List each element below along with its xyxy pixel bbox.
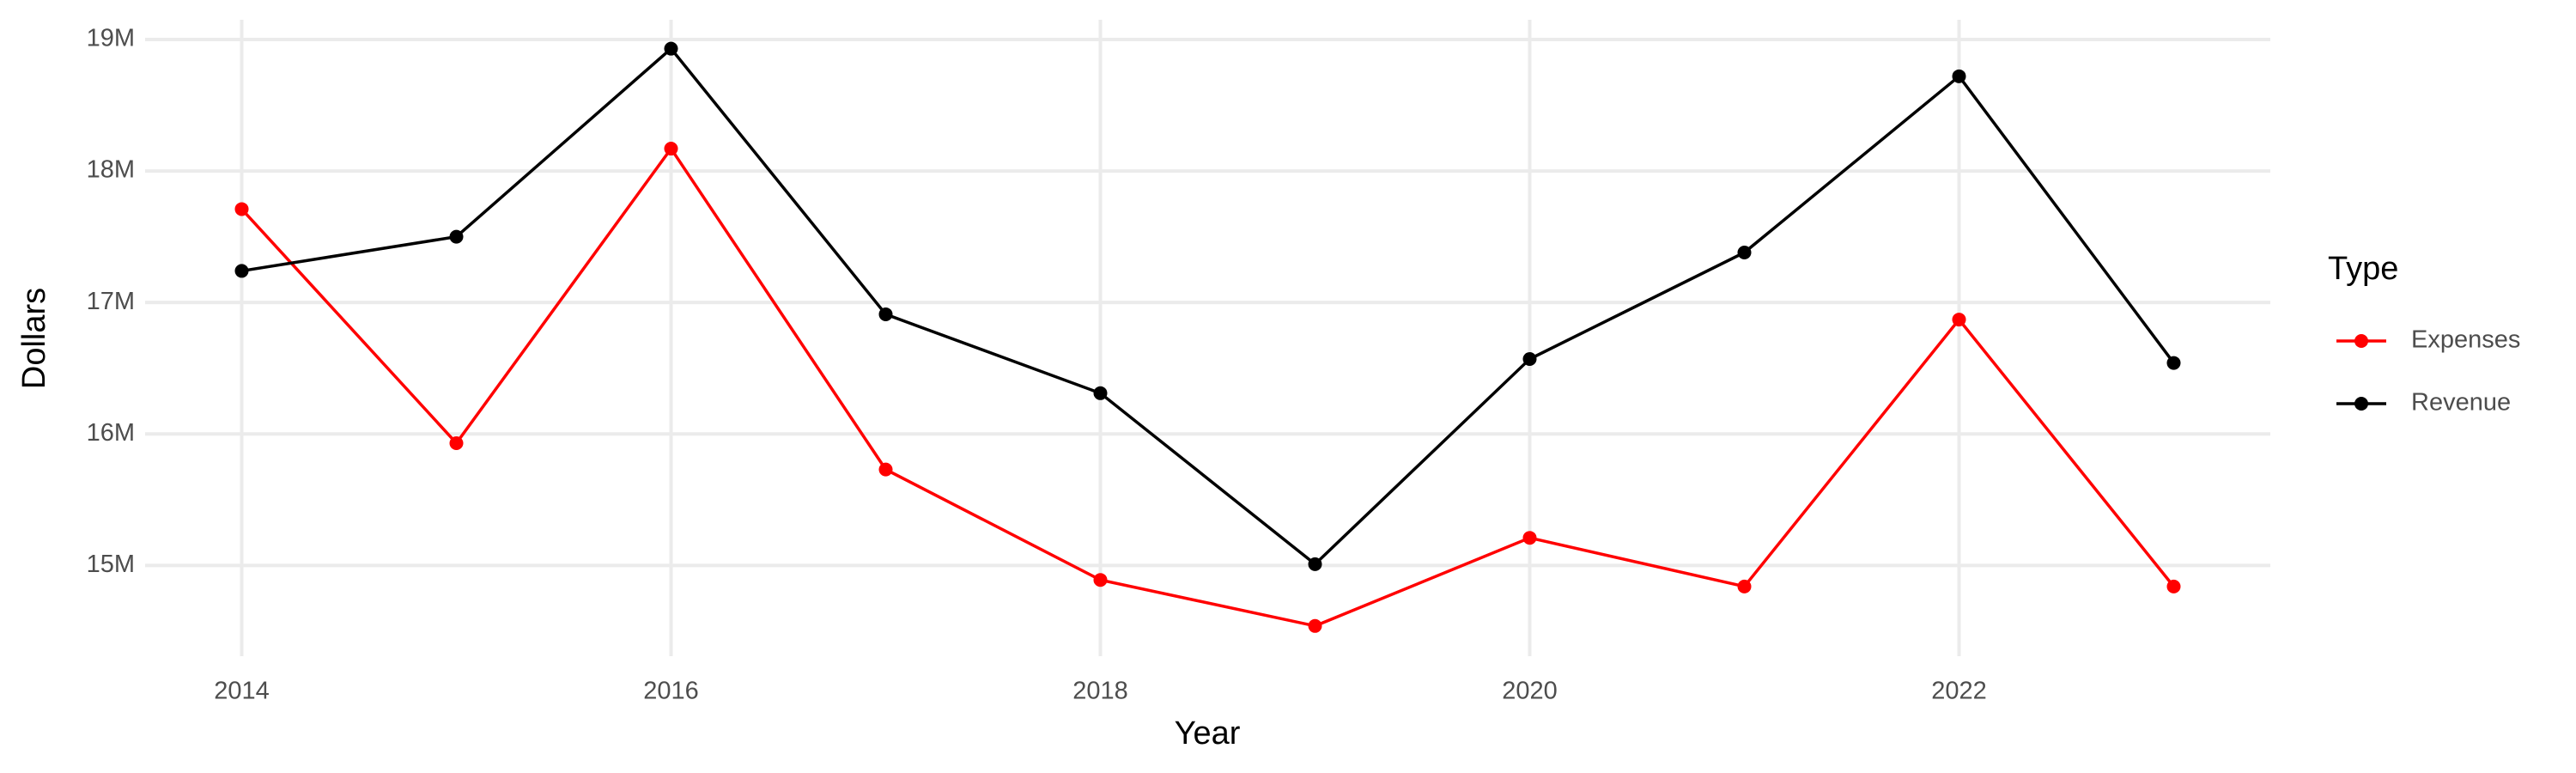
data-point [1308, 618, 1322, 633]
legend-title: Type [2328, 251, 2398, 287]
data-point [1737, 579, 1752, 593]
data-point [2166, 356, 2181, 370]
data-point [449, 435, 464, 450]
x-tick-label: 2022 [1931, 678, 1987, 705]
data-point [664, 142, 678, 156]
data-point [449, 229, 464, 244]
y-tick-label: 17M [87, 288, 135, 315]
x-tick-label: 2014 [214, 678, 270, 705]
data-point [1522, 531, 1537, 545]
x-tick-label: 2018 [1072, 678, 1128, 705]
data-point [234, 264, 249, 278]
data-point [664, 41, 678, 56]
x-tick-label: 2016 [643, 678, 699, 705]
data-point [878, 462, 893, 477]
series-line [241, 46, 2175, 567]
series-line [240, 145, 2175, 628]
data-point [1093, 386, 1108, 400]
data-point [878, 307, 893, 321]
legend-label: Revenue [2411, 389, 2511, 417]
x-tick-label: 2020 [1502, 678, 1558, 705]
y-tick-label: 19M [87, 25, 135, 52]
data-point [1737, 245, 1752, 259]
legend-label: Expenses [2411, 326, 2520, 354]
data-point [1522, 351, 1537, 366]
data-point [1093, 573, 1108, 587]
data-point [1308, 557, 1322, 571]
legend-key-point [2354, 397, 2368, 411]
y-axis-title: Dollars [16, 288, 52, 389]
data-point [1952, 313, 1966, 327]
y-tick-label: 18M [87, 156, 135, 184]
data-point [234, 202, 249, 216]
data-point [2166, 579, 2181, 593]
y-tick-label: 15M [87, 551, 135, 578]
y-tick-label: 16M [87, 419, 135, 447]
legend-key-point [2354, 334, 2368, 348]
data-point [1952, 69, 1966, 83]
x-axis-title: Year [1175, 715, 1241, 752]
